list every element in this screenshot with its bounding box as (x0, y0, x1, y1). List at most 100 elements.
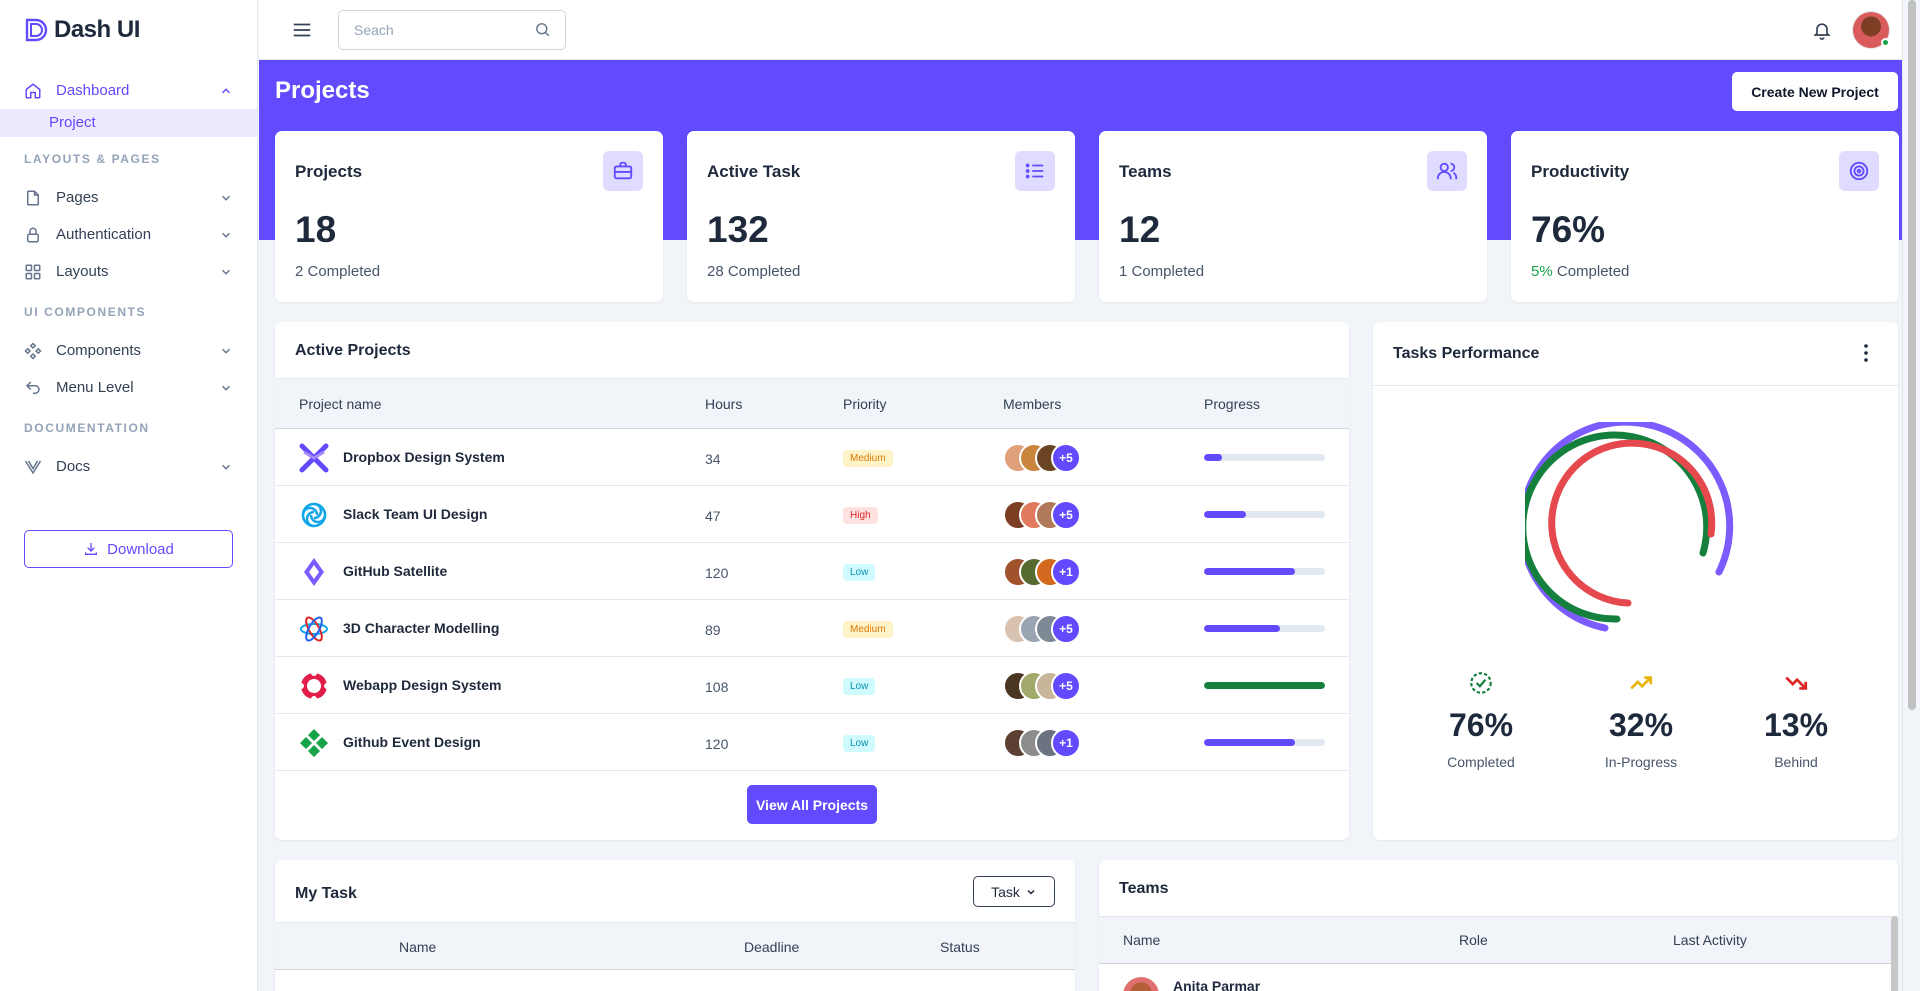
slack-logo-icon (301, 502, 327, 528)
member-avatars[interactable]: +5 (1003, 443, 1103, 473)
download-button[interactable]: Download (24, 530, 233, 568)
more-members-badge: +5 (1051, 614, 1081, 644)
my-task-card: My Task Task Name Deadline Status (275, 860, 1075, 991)
more-members-badge: +5 (1051, 443, 1081, 473)
team-member-name[interactable]: Anita Parmar (1173, 978, 1261, 991)
github-satellite-logo-icon (304, 558, 324, 586)
priority-badge: High (843, 507, 878, 524)
create-new-project-button[interactable]: Create New Project (1732, 72, 1898, 111)
tasks-performance-card: Tasks Performance 76% Completed 32% In-P… (1373, 322, 1898, 840)
project-hours: 47 (705, 508, 721, 524)
member-avatars[interactable]: +1 (1003, 557, 1103, 587)
search-icon[interactable] (534, 21, 551, 38)
sidebar-item-menu-level[interactable]: Menu Level (0, 369, 257, 406)
progress-bar (1204, 454, 1325, 461)
more-vertical-icon[interactable] (1864, 344, 1868, 362)
member-avatars[interactable]: +5 (1003, 614, 1103, 644)
sidebar-item-authentication[interactable]: Authentication (0, 216, 257, 253)
check-circle-icon (1470, 672, 1492, 694)
radial-progress-chart (1525, 422, 1734, 632)
column-header: Last Activity (1673, 932, 1747, 948)
stat-sub: 1 Completed (1119, 263, 1205, 280)
project-name[interactable]: Github Event Design (343, 734, 481, 750)
dash-logo-icon (25, 18, 48, 42)
chevron-down-icon (221, 464, 231, 470)
member-avatars[interactable]: +5 (1003, 671, 1103, 701)
stat-card-active-task: Active Task 132 28 Completed (687, 131, 1075, 302)
sidebar-item-pages[interactable]: Pages (0, 179, 257, 216)
more-members-badge: +1 (1051, 557, 1081, 587)
sidebar-item-dashboard[interactable]: Dashboard (0, 72, 257, 109)
stat-value: 76% (1531, 209, 1606, 250)
chevron-down-icon (221, 195, 231, 201)
topbar (259, 0, 1920, 60)
online-status-dot (1881, 38, 1890, 47)
chevron-down-icon (221, 269, 231, 275)
sidebar-item-label: Authentication (56, 226, 152, 243)
stat-card-productivity: Productivity 76% 5% Completed (1511, 131, 1899, 302)
stat-sub: 5% Completed (1531, 263, 1630, 280)
table-row[interactable]: GitHub Satellite 120 Low +1 (275, 543, 1349, 600)
users-icon (1427, 151, 1467, 191)
section-heading-layouts: LAYOUTS & PAGES (24, 152, 161, 166)
progress-fill (1204, 511, 1247, 518)
sidebar-item-components[interactable]: Components (0, 332, 257, 369)
more-members-badge: +5 (1051, 671, 1081, 701)
search-input[interactable] (338, 10, 566, 50)
scrollbar-thumb[interactable] (1908, 0, 1916, 710)
page-scrollbar[interactable] (1902, 0, 1920, 991)
table-row[interactable]: Slack Team UI Design 47 High +5 (275, 486, 1349, 543)
sidebar-item-layouts[interactable]: Layouts (0, 253, 257, 290)
sidebar-item-label: Layouts (56, 263, 109, 280)
table-row[interactable]: 3D Character Modelling 89 Medium +5 (275, 600, 1349, 657)
webapp-logo-icon (298, 670, 330, 702)
column-header: Hours (705, 396, 743, 412)
chevron-down-icon (221, 348, 231, 354)
user-avatar[interactable] (1852, 11, 1890, 49)
task-filter-dropdown[interactable]: Task (973, 876, 1055, 907)
stat-value: 132 (707, 209, 769, 250)
project-hours: 108 (705, 679, 729, 695)
member-avatars[interactable]: +1 (1003, 728, 1103, 758)
member-avatars[interactable]: +5 (1003, 500, 1103, 530)
priority-badge: Low (843, 678, 876, 695)
chevron-down-icon (221, 385, 231, 391)
github-event-logo-icon (300, 729, 328, 757)
priority-badge: Low (843, 735, 876, 752)
table-row[interactable]: Github Event Design 120 Low +1 (275, 714, 1349, 771)
stat-title: Productivity (1531, 162, 1630, 181)
progress-bar (1204, 739, 1325, 746)
stat-sub: 2 Completed (295, 263, 381, 280)
project-name[interactable]: 3D Character Modelling (343, 620, 500, 636)
avatar (1123, 977, 1159, 991)
metric-completed: 76% Completed (1421, 670, 1541, 770)
view-all-projects-button[interactable]: View All Projects (747, 785, 877, 824)
target-icon (1839, 151, 1879, 191)
column-header: Priority (843, 396, 887, 412)
lock-icon (27, 227, 39, 242)
bell-icon[interactable] (1812, 19, 1832, 41)
brand-logo[interactable]: Dash UI (0, 0, 257, 60)
project-name[interactable]: Dropbox Design System (343, 449, 505, 465)
download-label: Download (107, 540, 174, 558)
menu-toggle-icon[interactable] (291, 19, 313, 41)
metric-value: 13% (1763, 707, 1829, 743)
column-header: Project name (299, 396, 382, 412)
chevron-down-icon (221, 232, 231, 238)
project-hours: 89 (705, 622, 721, 638)
table-row[interactable]: Dropbox Design System 34 Medium +5 (275, 429, 1349, 486)
table-row[interactable]: Webapp Design System 108 Low +5 (275, 657, 1349, 714)
sidebar-item-docs[interactable]: Docs (0, 448, 257, 485)
teams-scrollbar[interactable] (1891, 916, 1898, 991)
stat-sub: 28 Completed (707, 263, 801, 280)
file-icon (27, 190, 39, 205)
project-name[interactable]: Slack Team UI Design (343, 506, 488, 522)
priority-badge: Medium (843, 450, 893, 467)
sidebar-item-project[interactable]: Project (0, 109, 257, 137)
metric-label: In-Progress (1604, 754, 1678, 770)
project-hours: 120 (705, 565, 729, 581)
priority-badge: Low (843, 564, 876, 581)
project-name[interactable]: Webapp Design System (343, 677, 502, 693)
brand-name: Dash UI (54, 16, 140, 43)
project-name[interactable]: GitHub Satellite (343, 563, 448, 579)
